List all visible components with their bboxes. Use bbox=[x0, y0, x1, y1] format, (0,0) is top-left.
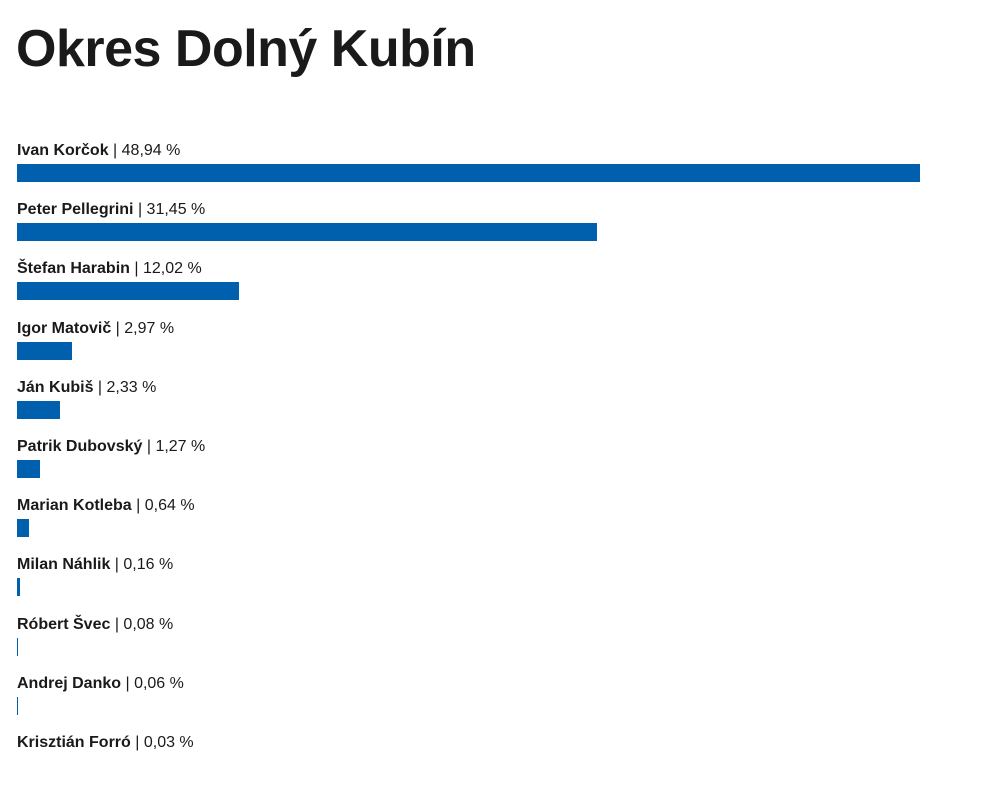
bar-row: Patrik Dubovský | 1,27 % bbox=[17, 436, 920, 495]
data-label: 0,16 % bbox=[123, 556, 174, 574]
bar-label: Štefan Harabin | 12,02 % bbox=[17, 258, 920, 280]
bar bbox=[17, 637, 18, 656]
candidate-name: Marian Kotleba bbox=[17, 497, 132, 515]
bar-label: Marian Kotleba | 0,64 % bbox=[17, 495, 920, 517]
bar-row: Andrej Danko | 0,06 % bbox=[17, 673, 920, 732]
candidate-name: Ján Kubiš bbox=[17, 378, 94, 396]
bar-track bbox=[17, 341, 920, 360]
data-label: 2,33 % bbox=[106, 378, 157, 396]
label-separator: | bbox=[110, 615, 124, 633]
candidate-name: Igor Matovič bbox=[17, 319, 112, 337]
bar bbox=[17, 341, 72, 360]
bar-label: Ján Kubiš | 2,33 % bbox=[17, 377, 920, 399]
bar-track bbox=[17, 578, 920, 597]
bar bbox=[17, 696, 18, 715]
bar bbox=[17, 282, 239, 301]
bar bbox=[17, 578, 20, 597]
candidate-name: Ivan Korčok bbox=[17, 142, 109, 159]
bar-label: Milan Náhlik | 0,16 % bbox=[17, 554, 920, 576]
bar-track bbox=[17, 282, 920, 301]
bar-track bbox=[17, 637, 920, 656]
label-separator: | bbox=[110, 556, 124, 574]
bar bbox=[17, 223, 598, 242]
data-label: 0,03 % bbox=[143, 733, 194, 751]
data-label: 12,02 % bbox=[142, 260, 202, 278]
chart-title: Okres Dolný Kubín bbox=[16, 20, 476, 78]
bar-row: Peter Pellegrini | 31,45 % bbox=[17, 199, 920, 258]
bar-track bbox=[17, 164, 920, 182]
bar bbox=[17, 519, 29, 538]
label-separator: | bbox=[133, 201, 147, 219]
bar-row: Marian Kotleba | 0,64 % bbox=[17, 495, 920, 554]
bar bbox=[17, 459, 41, 478]
bar-row: Igor Matovič | 2,97 % bbox=[17, 318, 920, 377]
label-separator: | bbox=[111, 319, 125, 337]
label-separator: | bbox=[108, 142, 122, 159]
label-separator: | bbox=[129, 260, 143, 278]
bar-label: Peter Pellegrini | 31,45 % bbox=[17, 199, 920, 221]
label-separator: | bbox=[131, 497, 145, 515]
bar-track bbox=[17, 459, 920, 478]
label-separator: | bbox=[121, 674, 135, 692]
candidate-name: Peter Pellegrini bbox=[17, 201, 134, 219]
candidate-name: Milan Náhlik bbox=[17, 556, 111, 574]
data-label: 1,27 % bbox=[155, 437, 206, 455]
bar-row: Milan Náhlik | 0,16 % bbox=[17, 554, 920, 613]
bar-row: Štefan Harabin | 12,02 % bbox=[17, 258, 920, 317]
data-label: 0,08 % bbox=[123, 615, 174, 633]
candidate-name: Andrej Danko bbox=[17, 674, 122, 692]
bar-track bbox=[17, 756, 920, 774]
bar-track bbox=[17, 519, 920, 538]
candidate-name: Róbert Švec bbox=[17, 615, 111, 633]
bar-chart: Ivan Korčok | 48,94 % Peter Pellegrini | … bbox=[17, 140, 920, 791]
label-separator: | bbox=[130, 733, 144, 751]
bar-label: Róbert Švec | 0,08 % bbox=[17, 614, 920, 636]
bar-label: Igor Matovič | 2,97 % bbox=[17, 318, 920, 340]
data-label: 31,45 % bbox=[146, 201, 206, 219]
bar-row: Ján Kubiš | 2,33 % bbox=[17, 377, 920, 436]
data-label: 48,94 % bbox=[121, 142, 181, 159]
bar-label: Andrej Danko | 0,06 % bbox=[17, 673, 920, 695]
label-separator: | bbox=[142, 437, 156, 455]
bar-label: Krisztián Forró | 0,03 % bbox=[17, 732, 920, 754]
bar bbox=[17, 164, 920, 182]
bar-row: Róbert Švec | 0,08 % bbox=[17, 614, 920, 673]
bar-label: Ivan Korčok | 48,94 % bbox=[17, 140, 920, 162]
bar-track bbox=[17, 696, 920, 715]
bar-label: Patrik Dubovský | 1,27 % bbox=[17, 436, 920, 458]
label-separator: | bbox=[93, 378, 107, 396]
candidate-name: Štefan Harabin bbox=[17, 260, 130, 278]
data-label: 2,97 % bbox=[124, 319, 175, 337]
bar-row: Ivan Korčok | 48,94 % bbox=[17, 140, 920, 199]
bar-row: Krisztián Forró | 0,03 % bbox=[17, 732, 920, 791]
bar-track bbox=[17, 223, 920, 242]
candidate-name: Patrik Dubovský bbox=[17, 437, 143, 455]
bar bbox=[17, 400, 60, 419]
data-label: 0,64 % bbox=[144, 497, 195, 515]
bar-track bbox=[17, 400, 920, 419]
data-label: 0,06 % bbox=[134, 674, 184, 692]
candidate-name: Krisztián Forró bbox=[17, 733, 131, 751]
